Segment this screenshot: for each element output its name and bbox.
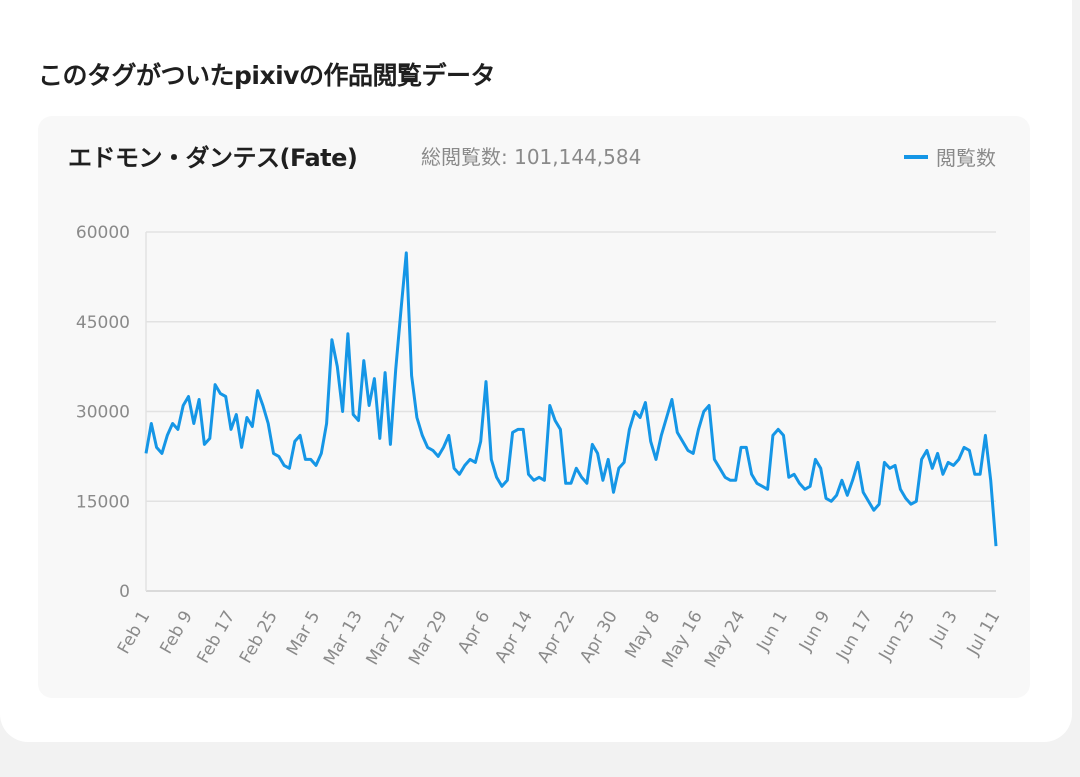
y-tick-label: 60000 xyxy=(76,223,130,243)
x-tick-label: Feb 17 xyxy=(193,608,239,667)
x-tick-label: Feb 1 xyxy=(114,608,154,658)
legend-label: 閲覧数 xyxy=(936,146,996,170)
section-title: このタグがついたpixivの作品閲覧データ xyxy=(38,61,495,90)
total-views: 総閲覧数: 101,144,584 xyxy=(421,145,642,169)
x-tick-label: Jul 3 xyxy=(926,608,962,651)
x-tick-label: May 24 xyxy=(701,608,749,672)
y-tick-label: 30000 xyxy=(76,403,130,423)
chart-legend: 閲覧数 xyxy=(904,142,996,171)
x-tick-label: May 8 xyxy=(621,608,664,662)
x-tick-label: Apr 30 xyxy=(576,608,622,667)
legend-line-swatch xyxy=(904,154,928,159)
x-tick-label: Jun 9 xyxy=(795,608,834,656)
y-tick-label: 15000 xyxy=(76,492,130,512)
x-tick-label: Mar 5 xyxy=(283,608,324,660)
chart-panel: エドモン・ダンテス(Fate) 総閲覧数: 101,144,584 閲覧数 0 1… xyxy=(38,116,1030,698)
y-tick-label: 0 xyxy=(119,582,130,602)
x-tick-label: Feb 9 xyxy=(156,608,196,658)
x-tick-label: Jul 11 xyxy=(963,608,1005,660)
y-tick-label: 45000 xyxy=(76,313,130,333)
x-tick-label: Jun 1 xyxy=(753,608,792,656)
x-tick-label: Apr 6 xyxy=(454,608,494,658)
x-tick-label: May 16 xyxy=(658,608,706,672)
tag-name: エドモン・ダンテス(Fate) xyxy=(68,144,358,172)
x-tick-label: Mar 13 xyxy=(320,608,367,669)
x-tick-label: Apr 22 xyxy=(534,608,580,667)
x-tick-label: Jun 25 xyxy=(875,608,920,665)
x-tick-label: Apr 14 xyxy=(491,608,537,667)
x-tick-label: Feb 25 xyxy=(236,608,282,667)
x-tick-label: Mar 21 xyxy=(362,608,409,669)
x-tick-label: Jun 17 xyxy=(832,608,877,665)
stats-card: このタグがついたpixivの作品閲覧データ エドモン・ダンテス(Fate) 総閲… xyxy=(0,0,1072,742)
series-line-views xyxy=(144,251,998,547)
x-tick-label: Mar 29 xyxy=(405,608,452,669)
